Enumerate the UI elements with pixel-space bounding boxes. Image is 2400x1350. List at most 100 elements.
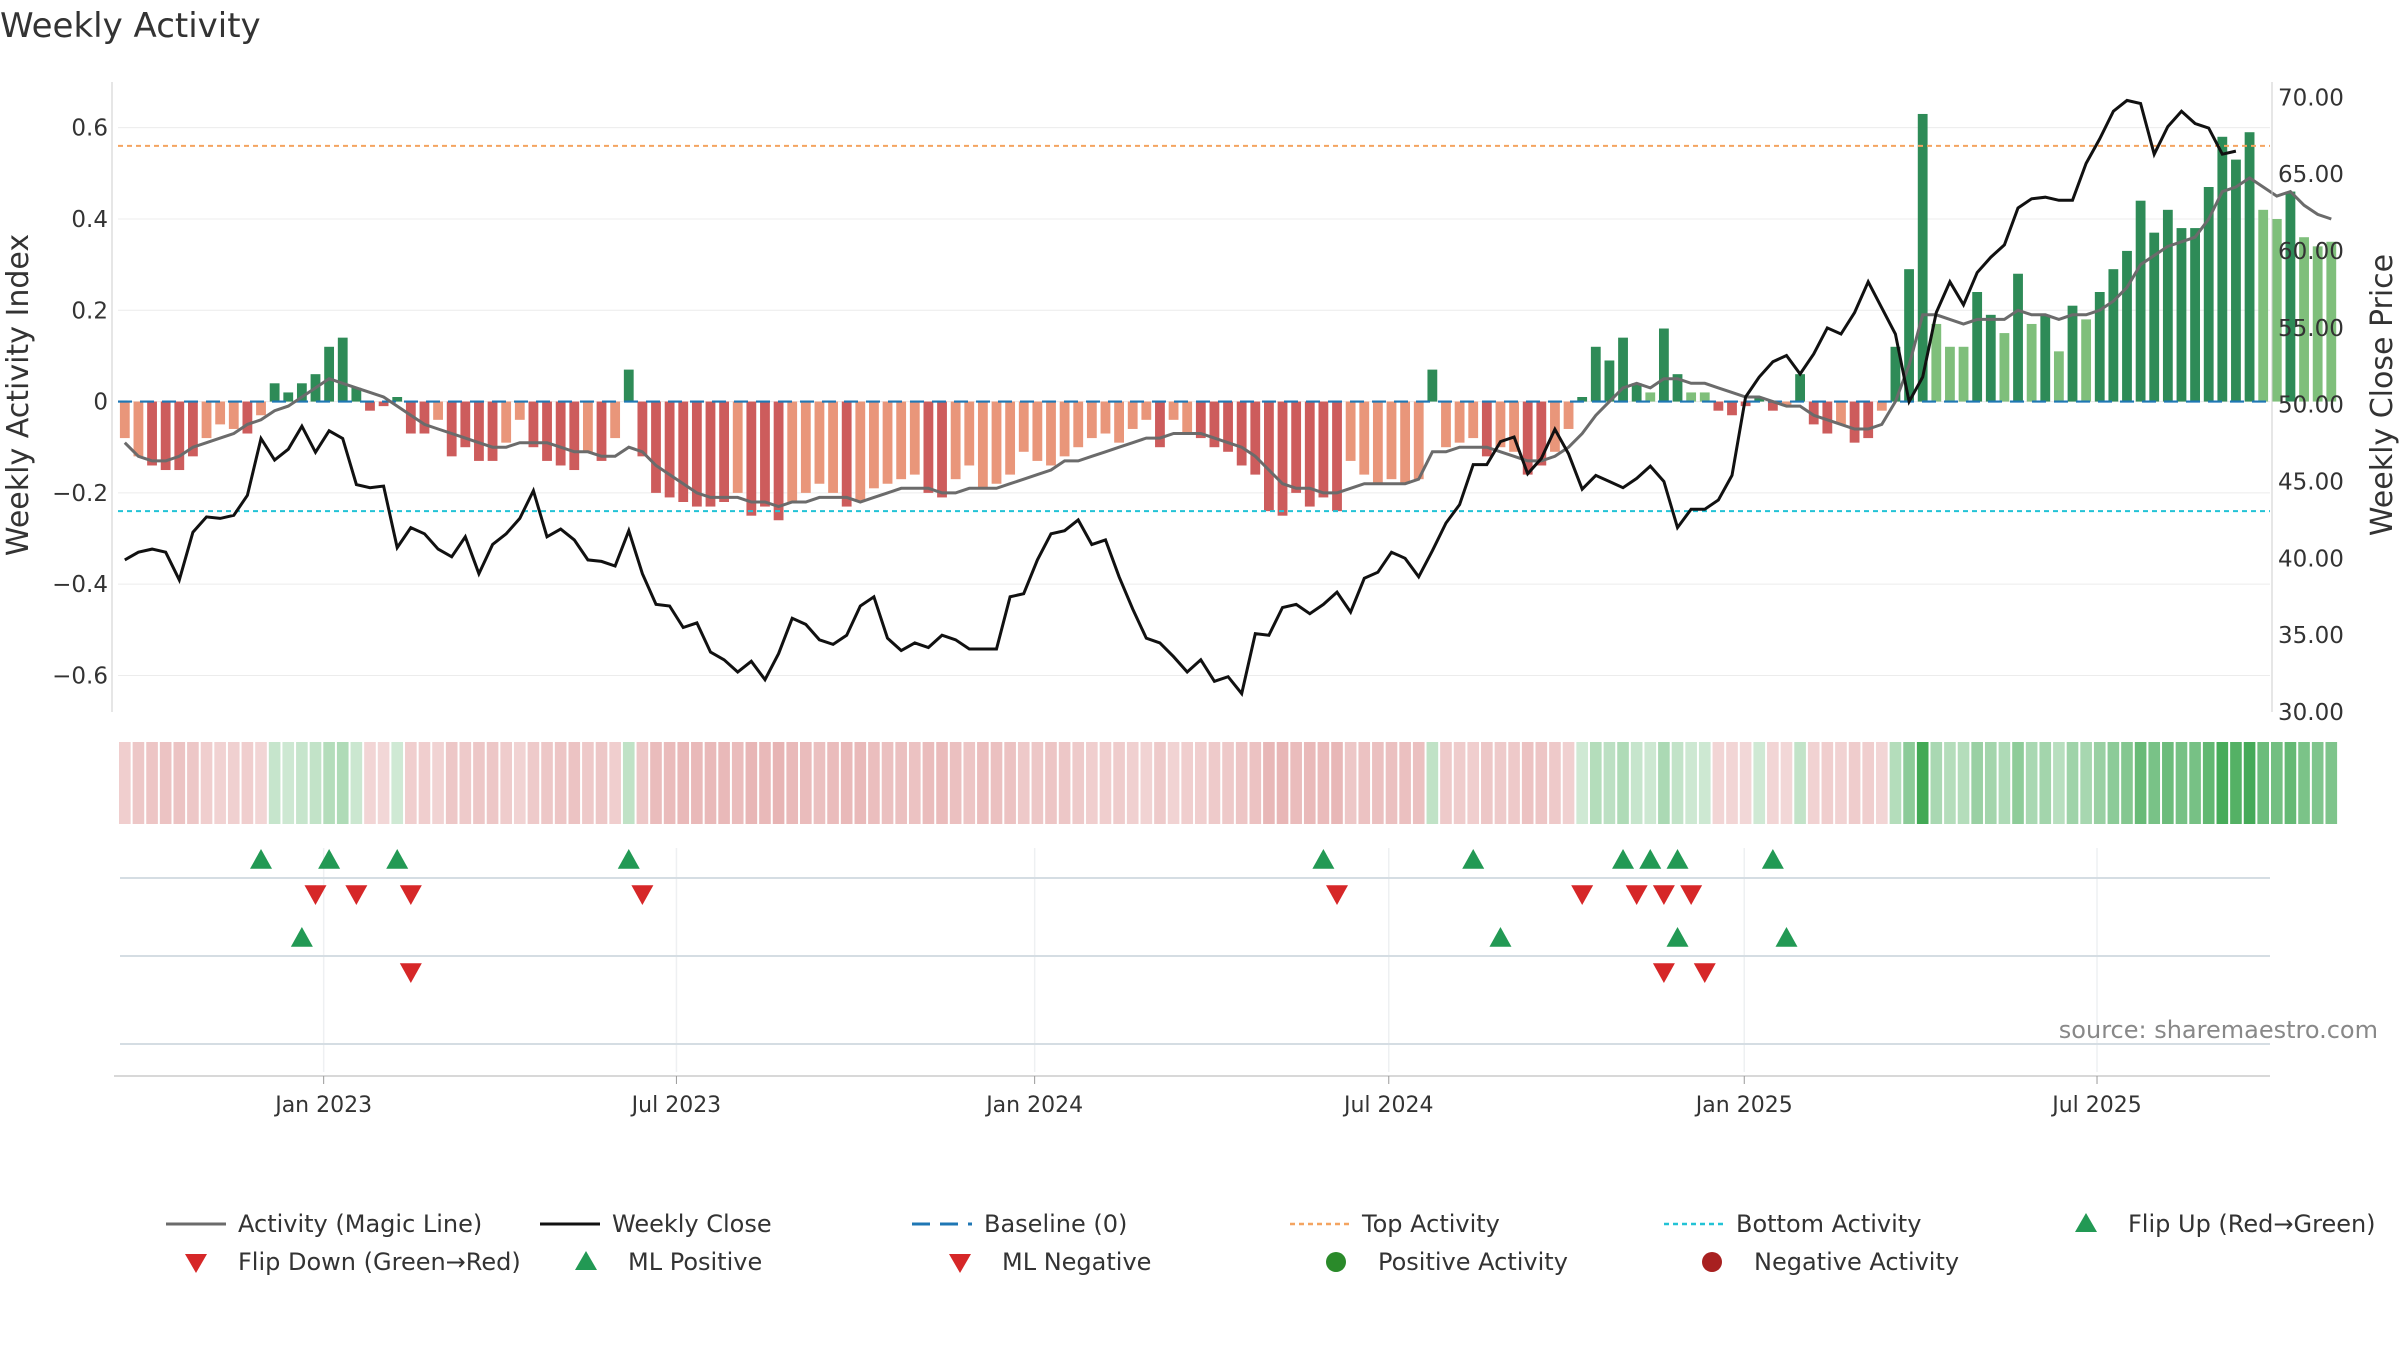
heat-strip-cell [1426,742,1439,824]
reference-lines [118,144,2270,513]
activity-bar [283,392,294,402]
heat-strip-cell [1167,742,1180,824]
legend-swatch-negative-dot [1702,1252,1722,1272]
legend-swatch-down-triangle [185,1254,207,1273]
heat-strip-cell [1658,742,1670,824]
flip-down-marker [399,885,422,905]
activity-bar [147,401,157,466]
activity-bar [610,401,621,439]
y-tick-left: 0.4 [71,207,108,233]
activity-bar [678,401,689,502]
activity-bar [1100,401,1111,434]
heat-strip-cell [2039,742,2052,824]
heat-strip-cell [677,742,690,824]
legend-item-negact: Negative Activity [1702,1248,1959,1276]
heat-strip-cell [2107,742,2120,824]
heat-strip-cell [1862,742,1875,824]
heat-strip-cell [1467,742,1480,824]
activity-bar [1590,346,1601,402]
activity-bar [1318,401,1329,498]
activity-bar [514,401,525,420]
activity-bar [1195,401,1206,439]
heat-strip-cell [1453,742,1466,824]
activity-bar [555,401,566,466]
heat-strip-cell [1344,742,1357,824]
legend-label: Top Activity [1361,1210,1500,1238]
heat-strip-cell [1494,742,1507,824]
heat-strip-cell [1848,742,1861,824]
activity-bar [351,387,362,402]
legend-swatch-up-triangle [2075,1213,2097,1232]
activity-bar [324,346,335,402]
activity-bar [2108,269,2119,402]
activity-bar [487,401,498,461]
flip-up-marker [250,849,273,869]
y-tick-left: −0.6 [52,663,108,689]
activity-bar [296,383,307,402]
activity-bar [1631,383,1642,402]
x-tick-label: Jan 2024 [984,1093,1083,1118]
heat-strip-cell [622,742,635,824]
activity-bar [269,383,280,402]
activity-bar [719,401,730,502]
flip-down-marker [631,885,654,905]
flip-up-marker [1666,849,1689,869]
heat-strip-cell [459,742,472,824]
heat-strip-cell [2080,742,2092,824]
heat-strip-cell [500,742,512,824]
heat-strip-cell [990,742,1003,824]
activity-bar [773,401,784,521]
heat-strip-cell [1290,742,1302,824]
heat-strip-cell [187,742,199,824]
heat-strip-cell [1058,742,1071,824]
heat-strip-cell [650,742,662,824]
activity-bar [1686,392,1697,402]
activity-bar [2299,237,2309,402]
heat-strip-cell [840,742,853,824]
activity-bar [760,401,770,507]
heat-strip-cell [1685,742,1697,824]
heat-strip-cell [1630,742,1643,824]
activity-bar [1032,401,1043,461]
activity-bar [1441,401,1451,448]
heat-strip-cell [1998,742,2011,824]
heat-strip-cell [377,742,390,824]
y-tick-right: 30.00 [2278,700,2344,726]
heat-strip-cell [1589,742,1602,824]
heat-strip-cell [132,742,145,824]
heat-strip-cell [1753,742,1766,824]
activity-bar [2312,246,2323,402]
heat-strip-cell [1235,742,1248,824]
activity-bar [732,401,743,493]
x-tick-label: Jan 2023 [273,1093,372,1118]
activity-bar [1291,401,1302,493]
heat-strip-cell [2216,742,2229,824]
flip-down-marker [304,885,327,905]
legend-label: Baseline (0) [984,1210,1127,1238]
activity-bar [2190,228,2200,402]
activity-bar [474,401,484,461]
activity-bar [2040,314,2051,402]
heat-strip-cell [936,742,948,824]
activity-bar [1155,401,1165,448]
legend-item-posact: Positive Activity [1326,1248,1568,1276]
activity-bar [378,401,389,407]
activity-bar [1141,401,1152,420]
heat-strip-cell [1617,742,1629,824]
heat-strip-cell [1126,742,1139,824]
activity-bar [1754,397,1765,402]
activity-bar [2135,200,2146,402]
heat-strip-cell [1876,742,1888,824]
flip-up-marker [1639,849,1662,869]
x-tick-label: Jan 2025 [1694,1093,1793,1118]
activity-bar [1359,401,1370,475]
heat-strip-cell [1562,742,1575,824]
activity-bar [964,401,975,466]
heat-strip-cell [418,742,431,824]
activity-bar [691,401,702,507]
activity-bar [1073,401,1084,448]
activity-bar [1345,401,1356,461]
activity-bar [1386,401,1397,480]
heat-strip-cell [432,742,444,824]
y-tick-left: 0 [93,390,108,416]
